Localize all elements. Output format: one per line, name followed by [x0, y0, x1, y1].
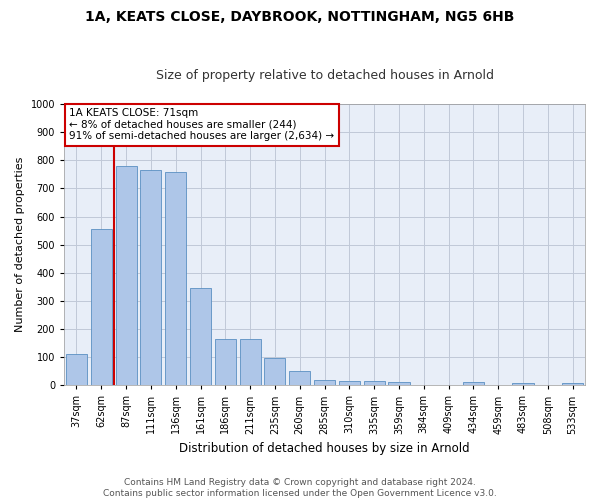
- Text: 1A KEATS CLOSE: 71sqm
← 8% of detached houses are smaller (244)
91% of semi-deta: 1A KEATS CLOSE: 71sqm ← 8% of detached h…: [69, 108, 334, 142]
- Bar: [265, 358, 286, 386]
- Bar: [339, 381, 360, 386]
- Bar: [388, 382, 410, 386]
- Bar: [364, 381, 385, 386]
- Bar: [190, 288, 211, 386]
- Bar: [116, 166, 137, 386]
- Bar: [140, 170, 161, 386]
- Bar: [215, 339, 236, 386]
- Bar: [91, 228, 112, 386]
- Bar: [289, 370, 310, 386]
- Bar: [463, 382, 484, 386]
- Bar: [512, 383, 533, 386]
- Bar: [165, 172, 186, 386]
- Bar: [314, 380, 335, 386]
- X-axis label: Distribution of detached houses by size in Arnold: Distribution of detached houses by size …: [179, 442, 470, 455]
- Text: 1A, KEATS CLOSE, DAYBROOK, NOTTINGHAM, NG5 6HB: 1A, KEATS CLOSE, DAYBROOK, NOTTINGHAM, N…: [85, 10, 515, 24]
- Title: Size of property relative to detached houses in Arnold: Size of property relative to detached ho…: [155, 69, 494, 82]
- Text: Contains HM Land Registry data © Crown copyright and database right 2024.
Contai: Contains HM Land Registry data © Crown c…: [103, 478, 497, 498]
- Bar: [239, 339, 260, 386]
- Bar: [562, 383, 583, 386]
- Y-axis label: Number of detached properties: Number of detached properties: [15, 157, 25, 332]
- Bar: [66, 354, 87, 386]
